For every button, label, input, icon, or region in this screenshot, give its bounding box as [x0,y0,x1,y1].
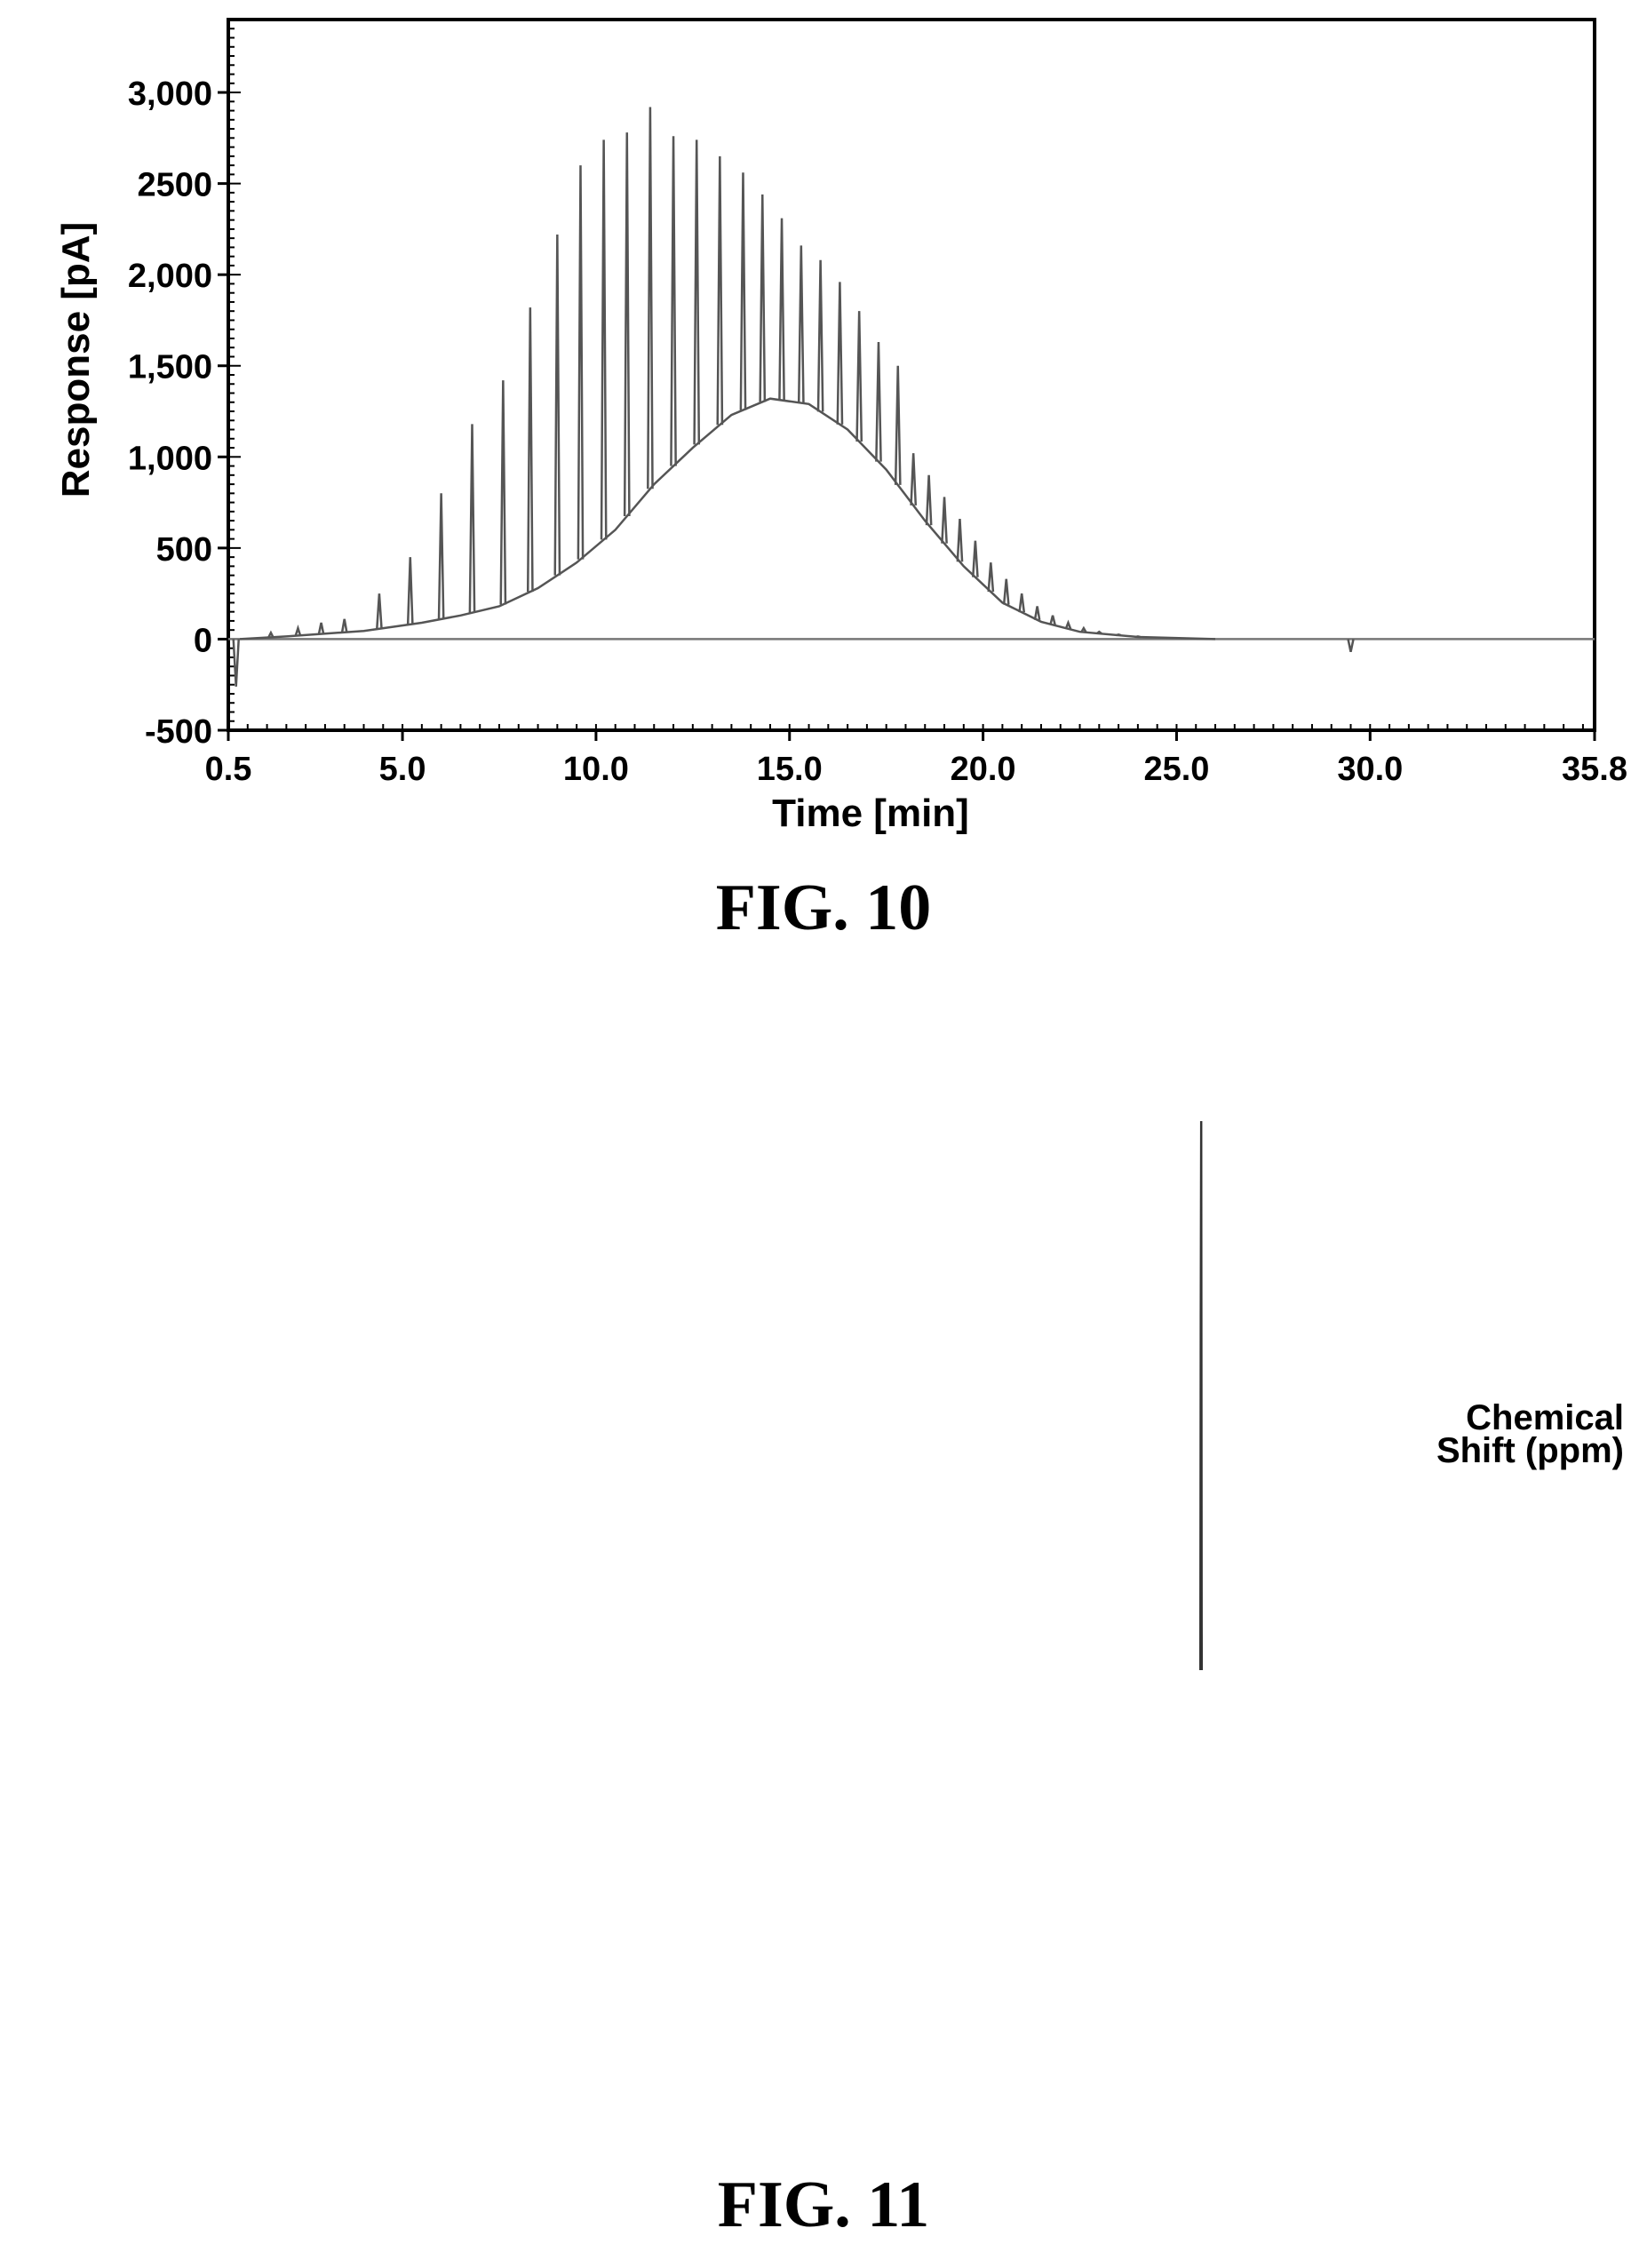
x-tick-label: 10.0 [563,751,629,788]
y-tick-label: 2,000 [128,258,212,295]
chromatogram-peak [693,139,701,445]
x-tick-label: 25.0 [1143,751,1209,788]
x-axis-label-line-1: Chemical [1466,1398,1624,1437]
x-tick-label: 20.0 [951,751,1016,788]
chromatogram-peak [600,139,608,540]
chromatogram-peak [855,311,863,442]
chromatogram-peak [1080,625,1087,633]
y-tick-label: 500 [156,531,212,569]
chromatogram-peak [987,562,995,593]
plot-frame [227,18,1596,732]
chromatogram-peak [670,136,677,466]
figure-11-caption: FIG. 11 [717,2169,930,2241]
chromatogram-peak [910,453,918,505]
chromatogram-peak [1064,619,1072,630]
chromatogram-peak [875,342,882,462]
chromatogram-peak [925,474,933,526]
chromatogram-peak [836,282,844,425]
chromatogram-peak [647,107,654,489]
chromatogram-peak [406,557,414,625]
y-axis-label: Response [pA] [54,222,98,497]
chromatogram-peak [816,259,824,412]
chromatogram-peak [1116,633,1122,637]
y-tick-label: 1,500 [128,349,212,386]
x-tick-label: 5.0 [379,751,426,788]
chromatogram-peak [294,624,302,636]
chromatogram-peak [941,497,948,544]
y-tick-label: 0 [194,622,212,659]
nmr-spectrum-chart: 1211109876543210 Chemical Shift (ppm) [1198,1120,1624,1670]
chromatogram-trace [228,107,1595,687]
chromatogram-chart: -500 0 500 1,000 1,500 2,000 2500 3,000 0.5 5.0 10… [54,18,1627,835]
x-tick-label: 35.8 [1562,751,1627,788]
chromatogram-peak [894,365,902,485]
chromatogram-peak [340,618,348,633]
x-axis-label: Time [min] [772,792,969,835]
x-axis-label-line-2: Shift (ppm) [1436,1431,1624,1470]
envelope-line [240,397,1216,641]
chromatogram-peak [1049,615,1056,625]
nmr-spectrum-trace [1198,1120,1204,1670]
chromatogram-peak [468,424,476,613]
y-tick-label: -500 [145,713,212,751]
chromatogram-peak [1033,606,1041,621]
chromatogram-peak [317,622,325,634]
chromatogram-peak [437,493,445,619]
chromatogram-peak [623,132,631,516]
chromatogram-peak [778,218,785,401]
y-tick-label: 3,000 [128,76,212,113]
chromatogram-peak [797,245,805,403]
chromatogram-peak [526,307,534,593]
x-tick-label: 30.0 [1337,751,1403,788]
negative-dip [232,639,240,687]
chromatogram-peak [1018,593,1026,613]
chromatogram-peak [759,194,767,402]
chromatogram-peak [1002,578,1010,605]
chromatogram-peak [577,165,585,560]
x-tick-label: 0.5 [205,751,252,788]
chromatogram-peak [553,235,561,576]
chromatogram-peak [1134,635,1141,639]
chromatogram-peak [1095,630,1102,635]
chromatogram-peak [716,155,724,426]
x-tick-label: 15.0 [757,751,823,788]
chromatogram-peak [972,540,979,577]
chromatogram-axes: -500 0 500 1,000 1,500 2,000 2500 3,000 0.5 5.0 10… [128,18,1627,788]
negative-dip [1347,639,1355,653]
chromatogram-peak [376,593,383,629]
figure-10-caption: FIG. 10 [715,871,932,944]
y-tick-label: 1,000 [128,440,212,477]
chromatogram-peak [267,630,274,638]
chromatogram-peak [739,172,747,410]
chromatogram-peak [499,380,507,605]
y-tick-label: 2500 [137,167,212,204]
chromatogram-peak [956,518,964,562]
